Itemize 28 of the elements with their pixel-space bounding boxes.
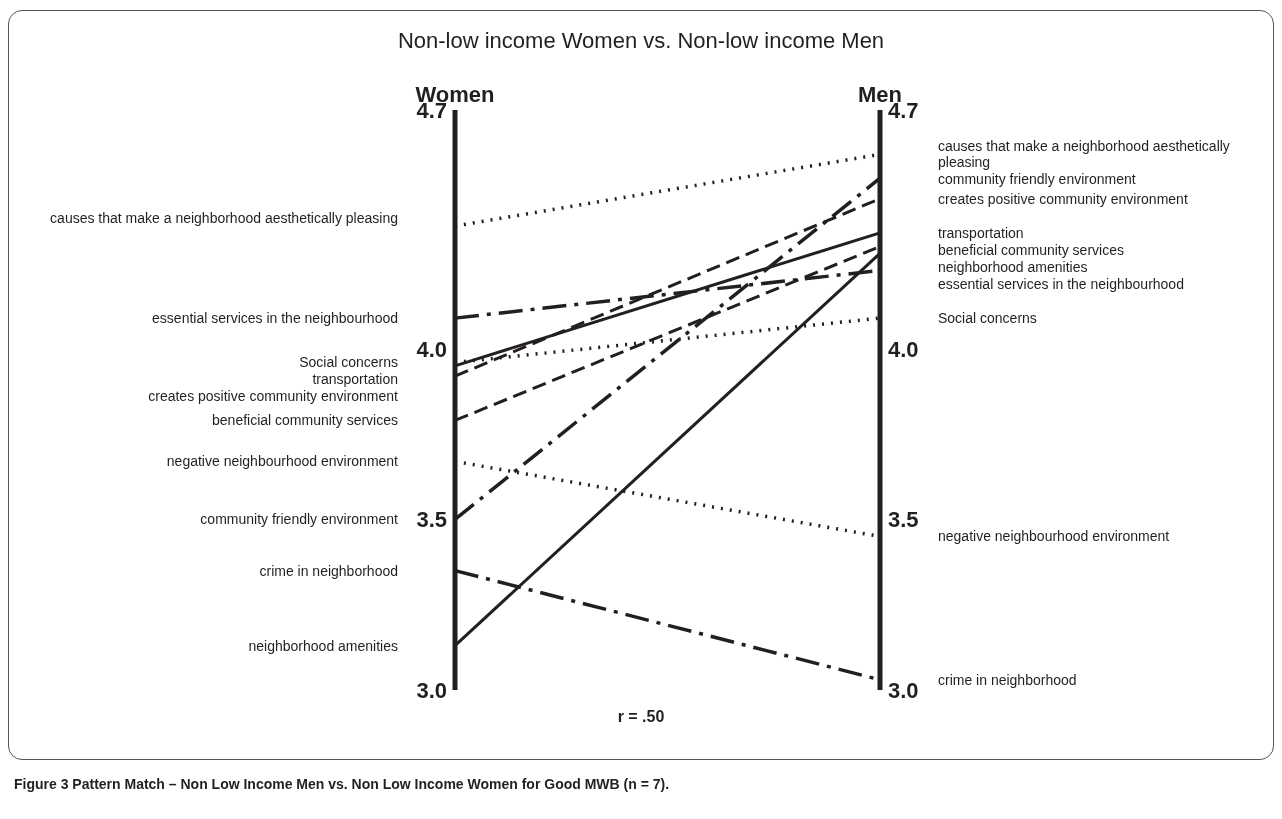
text: negative neighbourhood environment [165,453,398,470]
y-tick-label: 3.0 [416,677,447,703]
text: beneficial community services [938,241,1124,258]
chart-title: Non-low income Women vs. Non-low income Men [396,28,886,54]
text: causes that make a neighborhood aesthetically pleasing [49,210,398,226]
text: essential services in the neighbourhood [151,310,398,327]
y2-tick-label: 3.0 [888,677,919,703]
text: neighborhood amenities [938,258,1088,275]
text: crime in neighborhood [258,562,398,579]
text: Social concerns [298,354,398,371]
text: crime in neighborhood [938,671,1077,688]
text: transportation [938,224,1024,241]
text: essential services in the neighbourhood [938,275,1184,292]
caption: Figure 3 Pattern Match – Non Low Income Men vs. Non Low Income Women for Good MWB (n = 7). [14,776,671,792]
text: community friendly environment [199,511,398,528]
y2-tick-label: 4.0 [888,336,919,362]
y-tick-label: 4.0 [416,336,447,362]
text: transportation [311,371,398,388]
text: r = .50 [616,708,666,726]
text: creates positive community environment [148,388,398,405]
text: beneficial community services [211,412,398,429]
text: negative neighbourhood environment [938,528,1170,545]
text: community friendly environment [938,171,1136,188]
text: neighborhood amenities [247,637,398,654]
y2-tick-label: 3.5 [888,507,919,533]
y-tick-label: 3.5 [416,507,447,533]
text: creates positive community environment [938,190,1189,207]
text: Social concerns [938,310,1037,327]
